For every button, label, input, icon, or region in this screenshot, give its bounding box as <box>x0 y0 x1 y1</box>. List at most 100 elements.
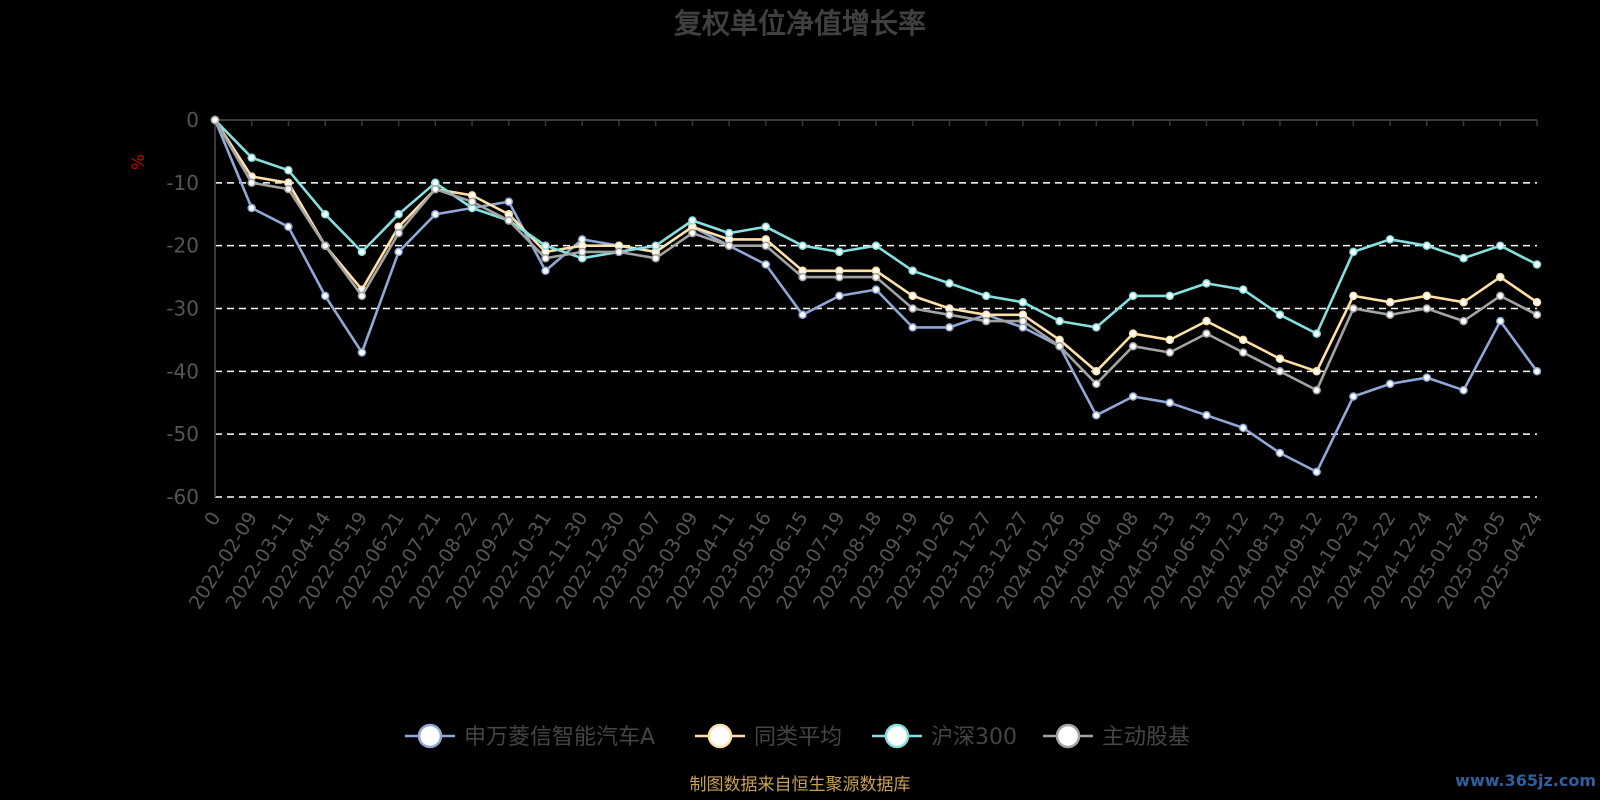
data-point <box>394 210 403 219</box>
data-point <box>1385 297 1395 307</box>
data-point <box>1238 335 1248 345</box>
y-tick-label: -40 <box>166 359 199 383</box>
data-point <box>1165 291 1175 301</box>
data-point <box>467 197 477 206</box>
series-2 <box>210 115 1542 338</box>
data-point <box>871 272 881 282</box>
data-point <box>1385 310 1395 320</box>
y-tick-label: -20 <box>166 234 199 258</box>
data-point <box>1422 291 1432 301</box>
data-point <box>284 222 293 232</box>
data-point <box>431 184 440 194</box>
data-point <box>1459 253 1468 263</box>
data-point <box>1165 348 1175 357</box>
legend-item-3[interactable]: 主动股基 <box>1043 723 1190 750</box>
data-point <box>945 323 954 332</box>
legend-item-2[interactable]: 沪深300 <box>872 723 1017 750</box>
data-point <box>1349 247 1358 257</box>
data-point <box>724 228 734 238</box>
data-point <box>394 247 403 257</box>
data-point <box>1312 385 1321 395</box>
data-point <box>320 210 330 219</box>
data-point <box>798 272 807 282</box>
y-tick-label: -50 <box>166 422 199 446</box>
legend-marker-icon <box>707 723 733 749</box>
data-point <box>1275 367 1285 376</box>
data-point <box>1092 411 1101 420</box>
legend-label: 申万菱信智能汽车A <box>464 725 655 750</box>
data-point <box>835 247 844 257</box>
data-point <box>1238 285 1248 294</box>
series-line <box>213 119 1538 392</box>
data-point <box>284 166 293 175</box>
data-point <box>1018 297 1028 307</box>
data-point <box>1128 392 1138 401</box>
data-point <box>1128 329 1138 338</box>
data-point <box>1092 379 1101 389</box>
data-point <box>1459 316 1468 326</box>
legend-item-1[interactable]: 同类平均 <box>695 723 842 750</box>
y-tick-label: -30 <box>166 297 199 321</box>
data-point <box>541 266 550 276</box>
data-point <box>1055 341 1064 351</box>
data-point <box>1459 297 1468 307</box>
data-point <box>1349 291 1358 301</box>
y-tick-label: -60 <box>166 485 199 509</box>
legend-item-0[interactable]: 申万菱信智能汽车A <box>405 723 655 750</box>
legend-label: 同类平均 <box>754 725 842 750</box>
data-point <box>541 241 550 250</box>
data-point <box>1496 272 1505 282</box>
data-point <box>1532 367 1542 376</box>
data-point <box>1202 279 1211 288</box>
data-point <box>1532 297 1542 307</box>
data-point <box>871 241 881 250</box>
axes: 0-10-20-30-40-50-6002022-02-092022-03-11… <box>166 108 1547 613</box>
data-point <box>284 184 293 194</box>
data-point <box>1385 235 1395 244</box>
data-point <box>981 291 991 301</box>
data-point <box>688 228 697 238</box>
data-point <box>1275 354 1285 364</box>
data-point <box>1532 260 1542 269</box>
data-point <box>1496 291 1505 301</box>
data-point <box>1275 310 1285 320</box>
data-point <box>651 241 660 250</box>
data-point <box>394 228 403 238</box>
data-point <box>798 310 807 320</box>
series-lines <box>210 115 1542 477</box>
series-3 <box>210 115 1542 395</box>
data-point <box>1092 367 1101 376</box>
series-line <box>214 119 1538 335</box>
data-point <box>1496 316 1505 326</box>
legend: 申万菱信智能汽车A 同类平均 沪深300 主动股基 <box>405 723 1190 750</box>
data-point <box>761 222 771 232</box>
data-point <box>1422 373 1432 382</box>
data-point <box>908 266 917 276</box>
data-point <box>247 178 256 188</box>
series-0 <box>210 115 1542 477</box>
data-point <box>908 291 917 301</box>
data-point <box>320 291 330 301</box>
data-point <box>357 291 367 301</box>
data-point <box>1459 385 1468 395</box>
data-point <box>1312 329 1321 338</box>
data-point <box>945 310 954 320</box>
data-point <box>1422 241 1432 250</box>
data-point <box>504 216 514 225</box>
data-point <box>798 241 807 250</box>
legend-label: 主动股基 <box>1102 725 1190 750</box>
data-point <box>835 272 844 282</box>
data-point <box>1312 467 1321 477</box>
legend-marker-icon <box>1055 723 1081 749</box>
data-point <box>1312 367 1321 376</box>
data-point <box>1238 423 1248 433</box>
data-point <box>1202 411 1211 420</box>
data-point <box>1202 329 1211 338</box>
series-line <box>213 119 1539 474</box>
data-point <box>1275 448 1285 458</box>
data-point <box>357 348 367 357</box>
chart-title: 复权单位净值增长率 <box>674 7 926 40</box>
data-point <box>1385 379 1395 389</box>
data-point <box>504 197 514 206</box>
data-point <box>614 247 624 257</box>
